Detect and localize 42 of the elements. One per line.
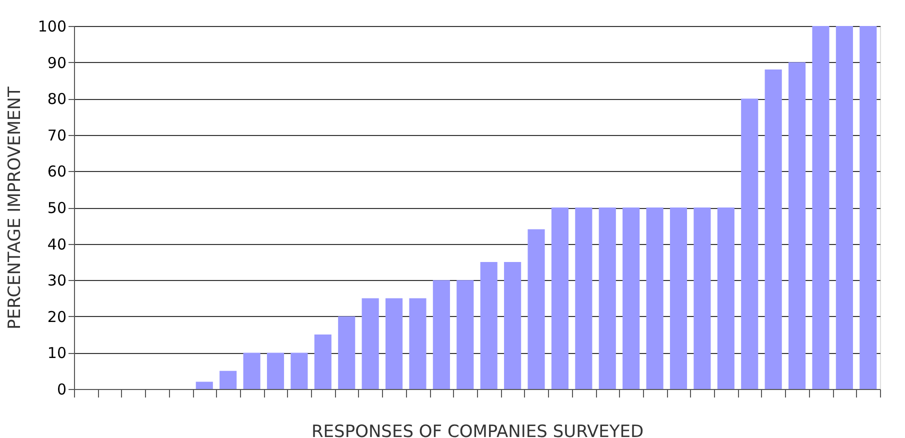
- bar: [196, 382, 213, 389]
- bar: [338, 316, 356, 389]
- bar: [243, 352, 260, 389]
- bar: [409, 298, 426, 389]
- bar: [812, 26, 830, 389]
- bar: [266, 352, 284, 389]
- bar: [528, 229, 545, 389]
- bar: [220, 370, 237, 389]
- bar: [836, 26, 853, 389]
- y-tick-label: 80: [47, 90, 66, 108]
- bar: [551, 208, 569, 389]
- bar: [290, 352, 308, 389]
- y-tick-label: 30: [47, 272, 66, 290]
- bar: [314, 334, 332, 389]
- bar: [646, 208, 664, 389]
- y-tick-label: 10: [47, 344, 66, 362]
- y-tick-label: 20: [47, 308, 66, 326]
- y-tick-label: 60: [47, 162, 66, 181]
- x-axis-title: RESPONSES OF COMPANIES SURVEYED: [311, 422, 644, 438]
- bar: [480, 262, 498, 389]
- bar: [694, 208, 711, 389]
- bar: [362, 298, 379, 389]
- y-tick-label: 50: [47, 199, 66, 217]
- bar: [598, 208, 616, 389]
- bar: [504, 262, 522, 389]
- bar: [860, 26, 877, 389]
- bar: [432, 280, 450, 389]
- bar: [385, 298, 403, 389]
- bar: [575, 208, 592, 389]
- bar: [741, 98, 758, 389]
- bar: [622, 208, 640, 389]
- y-tick-label: 90: [47, 54, 66, 72]
- y-tick-label: 70: [47, 126, 66, 144]
- bar: [717, 208, 734, 389]
- bar: [456, 280, 474, 389]
- y-axis-title: PERCENTAGE IMPROVEMENT: [4, 86, 25, 330]
- bar: [788, 62, 806, 389]
- y-tick-label: 100: [38, 18, 66, 36]
- y-tick-label: 0: [56, 380, 66, 398]
- bar: [670, 208, 688, 389]
- y-tick-label: 40: [47, 235, 66, 254]
- bar: [764, 70, 782, 389]
